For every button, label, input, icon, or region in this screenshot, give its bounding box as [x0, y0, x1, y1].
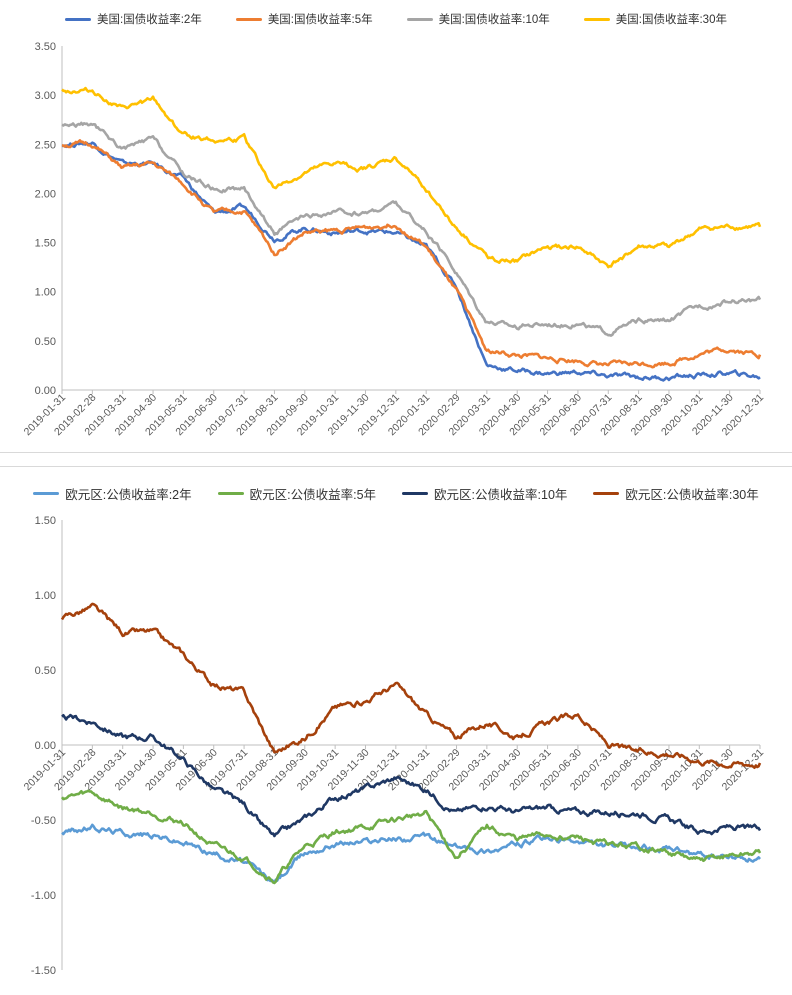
legend-item-eu-5y[interactable]: 欧元区:公债收益率:5年 — [217, 484, 377, 503]
y-tick-label: 2.50 — [35, 139, 56, 151]
us-legend: 美国:国债收益率:2年 美国:国债收益率:5年 美国:国债收益率:10年 美国:… — [0, 11, 792, 27]
series-line-2 — [61, 121, 762, 337]
series-line-3 — [60, 602, 762, 769]
legend-swatch-eu-30y — [593, 492, 620, 495]
y-tick-label: -0.50 — [31, 815, 56, 827]
series-line-2 — [61, 713, 762, 838]
legend-item-us-5y[interactable]: 美国:国债收益率:5年 — [235, 11, 373, 27]
y-tick-label: 1.00 — [35, 287, 56, 299]
legend-swatch-us-30y — [583, 17, 610, 21]
y-tick-label: 0.50 — [35, 336, 56, 348]
legend-label-us-30y: 美国:国债收益率:30年 — [615, 14, 727, 26]
legend-swatch-us-5y — [235, 17, 262, 21]
legend-item-eu-30y[interactable]: 欧元区:公债收益率:30年 — [593, 484, 759, 503]
series-line-1 — [60, 789, 762, 885]
y-tick-label: 1.50 — [35, 515, 56, 527]
eurozone-bond-chart-panel: 欧元区:公债收益率:2年 欧元区:公债收益率:5年 欧元区:公债收益率:10年 … — [0, 466, 792, 995]
y-tick-label: 3.50 — [35, 41, 56, 53]
legend-swatch-eu-2y — [33, 492, 60, 495]
y-tick-label: 1.00 — [35, 590, 56, 602]
legend-label-eu-2y: 欧元区:公债收益率:2年 — [65, 488, 192, 502]
legend-label-eu-10y: 欧元区:公债收益率:10年 — [434, 488, 568, 502]
legend-label-us-5y: 美国:国债收益率:5年 — [267, 14, 373, 26]
y-tick-label: 0.00 — [35, 385, 56, 397]
legend-swatch-us-2y — [65, 17, 92, 21]
legend-item-us-2y[interactable]: 美国:国债收益率:2年 — [65, 11, 202, 27]
y-tick-label: -1.00 — [31, 890, 56, 902]
legend-label-us-2y: 美国:国债收益率:2年 — [97, 14, 202, 26]
eu-legend: 欧元区:公债收益率:2年 欧元区:公债收益率:5年 欧元区:公债收益率:10年 … — [0, 484, 792, 503]
series-line-0 — [61, 141, 761, 382]
legend-label-eu-5y: 欧元区:公债收益率:5年 — [249, 488, 377, 502]
legend-item-us-10y[interactable]: 美国:国债收益率:10年 — [406, 11, 550, 27]
series-line-0 — [61, 823, 761, 884]
us-chart-plot: 0.000.501.001.502.002.503.003.502019-01-… — [22, 41, 767, 438]
y-tick-label: 2.00 — [35, 188, 56, 200]
series-line-1 — [61, 139, 762, 369]
eu-chart-plot: 1.501.000.500.00-0.50-1.00-1.502019-01-3… — [22, 515, 767, 977]
legend-swatch-us-10y — [406, 17, 433, 21]
legend-swatch-eu-5y — [217, 492, 244, 495]
y-tick-label: 0.00 — [35, 740, 56, 752]
legend-item-us-30y[interactable]: 美国:国债收益率:30年 — [583, 11, 727, 27]
series-line-3 — [61, 86, 762, 269]
y-tick-label: 3.00 — [35, 90, 56, 102]
legend-item-eu-10y[interactable]: 欧元区:公债收益率:10年 — [402, 484, 567, 503]
legend-label-us-10y: 美国:国债收益率:10年 — [438, 14, 550, 26]
y-tick-label: 0.50 — [35, 665, 56, 677]
legend-swatch-eu-10y — [402, 492, 429, 495]
legend-label-eu-30y: 欧元区:公债收益率:30年 — [625, 488, 759, 502]
y-tick-label: -1.50 — [31, 965, 56, 977]
y-tick-label: 1.50 — [35, 238, 56, 250]
legend-item-eu-2y[interactable]: 欧元区:公债收益率:2年 — [33, 484, 192, 503]
us-treasury-chart-panel: 美国:国债收益率:2年 美国:国债收益率:5年 美国:国债收益率:10年 美国:… — [0, 0, 792, 453]
